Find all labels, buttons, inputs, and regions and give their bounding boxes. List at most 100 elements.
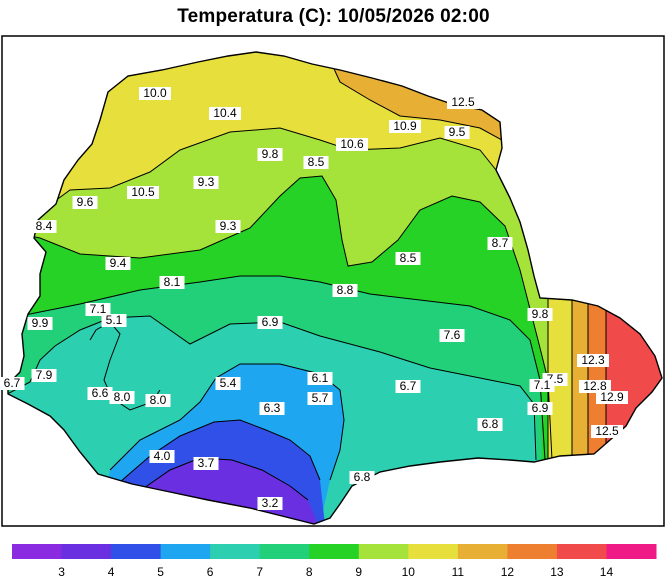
- value-label-bg: [577, 354, 609, 367]
- value-label-text: 9.4: [110, 256, 127, 270]
- contour-4: [143, 457, 309, 501]
- legend-tick-label: 8: [306, 565, 313, 579]
- legend-swatch: [259, 544, 310, 559]
- value-label-text: 10.6: [340, 137, 364, 151]
- value-label-text: 6.9: [262, 315, 279, 329]
- contour-7: [8, 315, 537, 461]
- value-label: 6.1: [307, 371, 333, 385]
- value-label-text: 8.8: [337, 283, 354, 297]
- value-label-text: 8.0: [150, 393, 167, 407]
- value-label-text: 8.5: [400, 251, 417, 265]
- value-label: 5.1: [101, 313, 127, 327]
- value-label-bg: [591, 425, 623, 438]
- value-label-bg: [307, 372, 333, 385]
- legend-tick-label: 4: [108, 565, 115, 579]
- value-label-bg: [477, 418, 503, 431]
- value-label-text: 8.5: [308, 155, 325, 169]
- value-label-bg: [0, 377, 25, 390]
- value-label: 12.9: [596, 390, 628, 404]
- value-label-bg: [215, 220, 241, 233]
- value-label: 8.0: [145, 393, 171, 407]
- legend-swatch: [12, 544, 63, 559]
- legend-tick-label: 5: [157, 565, 164, 579]
- value-label: 9.8: [527, 307, 553, 321]
- value-label-text: 7.1: [534, 378, 551, 392]
- legend-tick-label: 7: [256, 565, 263, 579]
- value-label-bg: [145, 394, 171, 407]
- value-label-bg: [139, 87, 171, 100]
- value-label-bg: [439, 329, 465, 342]
- value-label-bg: [159, 276, 185, 289]
- value-label-bg: [109, 391, 135, 404]
- value-labels: 10.0 10.4 12.5 10.9 9.5 10.6 9.8 8.5 9.3 10.5 9.6 8…: [0, 86, 628, 510]
- value-label: 5.7: [307, 391, 333, 405]
- value-label: 8.8: [332, 283, 358, 297]
- value-label: 6.8: [477, 417, 503, 431]
- legend-swatch: [606, 544, 657, 559]
- value-label: 10.0: [139, 86, 171, 100]
- value-label: 10.6: [336, 137, 368, 151]
- value-label: 6.7: [395, 379, 421, 393]
- value-label-text: 6.6: [92, 386, 109, 400]
- value-label-text: 6.7: [4, 376, 21, 390]
- value-label-text: 9.6: [77, 195, 94, 209]
- value-label: 12.3: [577, 353, 609, 367]
- legend-tick-label: 3: [58, 565, 65, 579]
- value-label-text: 6.9: [532, 401, 549, 415]
- value-label-bg: [332, 284, 358, 297]
- legend-swatch: [160, 544, 211, 559]
- value-label: 10.5: [127, 185, 159, 199]
- value-label-text: 8.1: [164, 275, 181, 289]
- color-legend: [12, 544, 657, 559]
- value-label: 9.9: [27, 316, 53, 330]
- value-label: 3.2: [257, 496, 283, 510]
- value-label-bg: [215, 377, 241, 390]
- value-label: 7.9: [31, 368, 57, 382]
- value-label-bg: [105, 257, 131, 270]
- value-label-text: 5.4: [220, 376, 237, 390]
- value-label: 8.5: [303, 155, 329, 169]
- value-label-bg: [349, 471, 375, 484]
- value-label-bg: [257, 316, 283, 329]
- value-label: 9.3: [215, 219, 241, 233]
- value-label-bg: [31, 369, 57, 382]
- value-label-bg: [127, 186, 159, 199]
- value-label-text: 6.3: [264, 401, 281, 415]
- value-label: 9.4: [105, 256, 131, 270]
- value-label-text: 6.1: [312, 371, 329, 385]
- legend-swatch: [507, 544, 558, 559]
- value-label-text: 9.8: [262, 147, 279, 161]
- value-label-text: 7.6: [444, 328, 461, 342]
- value-label-bg: [85, 303, 111, 316]
- value-label-bg: [447, 96, 479, 109]
- legend-swatch: [358, 544, 409, 559]
- value-label: 9.5: [444, 125, 470, 139]
- value-label-text: 10.5: [131, 185, 155, 199]
- value-label: 10.4: [209, 106, 241, 120]
- value-label-bg: [395, 252, 421, 265]
- value-label-text: 8.7: [492, 236, 509, 250]
- value-label-text: 12.9: [600, 390, 624, 404]
- legend-tick-label: 10: [402, 565, 416, 579]
- legend-tick-label: 11: [452, 565, 465, 579]
- value-label: 4.0: [149, 449, 175, 463]
- value-label-bg: [336, 138, 368, 151]
- value-label-text: 3.2: [262, 496, 279, 510]
- legend-swatch: [111, 544, 162, 559]
- value-label-bg: [257, 148, 283, 161]
- value-label-text: 7.9: [36, 368, 53, 382]
- legend-swatch: [408, 544, 459, 559]
- contour-10: [8, 127, 561, 301]
- value-label-text: 5.7: [312, 391, 329, 405]
- value-label: 8.7: [487, 236, 513, 250]
- value-label-bg: [209, 107, 241, 120]
- value-label: 5.4: [215, 376, 241, 390]
- legend-swatch: [309, 544, 360, 559]
- legend-tick-label: 12: [501, 565, 515, 579]
- value-label-text: 10.4: [213, 106, 237, 120]
- value-label-text: 12.8: [583, 379, 607, 393]
- contour-5: [119, 419, 321, 483]
- value-label-text: 9.5: [449, 125, 466, 139]
- value-label: 6.6: [87, 386, 113, 400]
